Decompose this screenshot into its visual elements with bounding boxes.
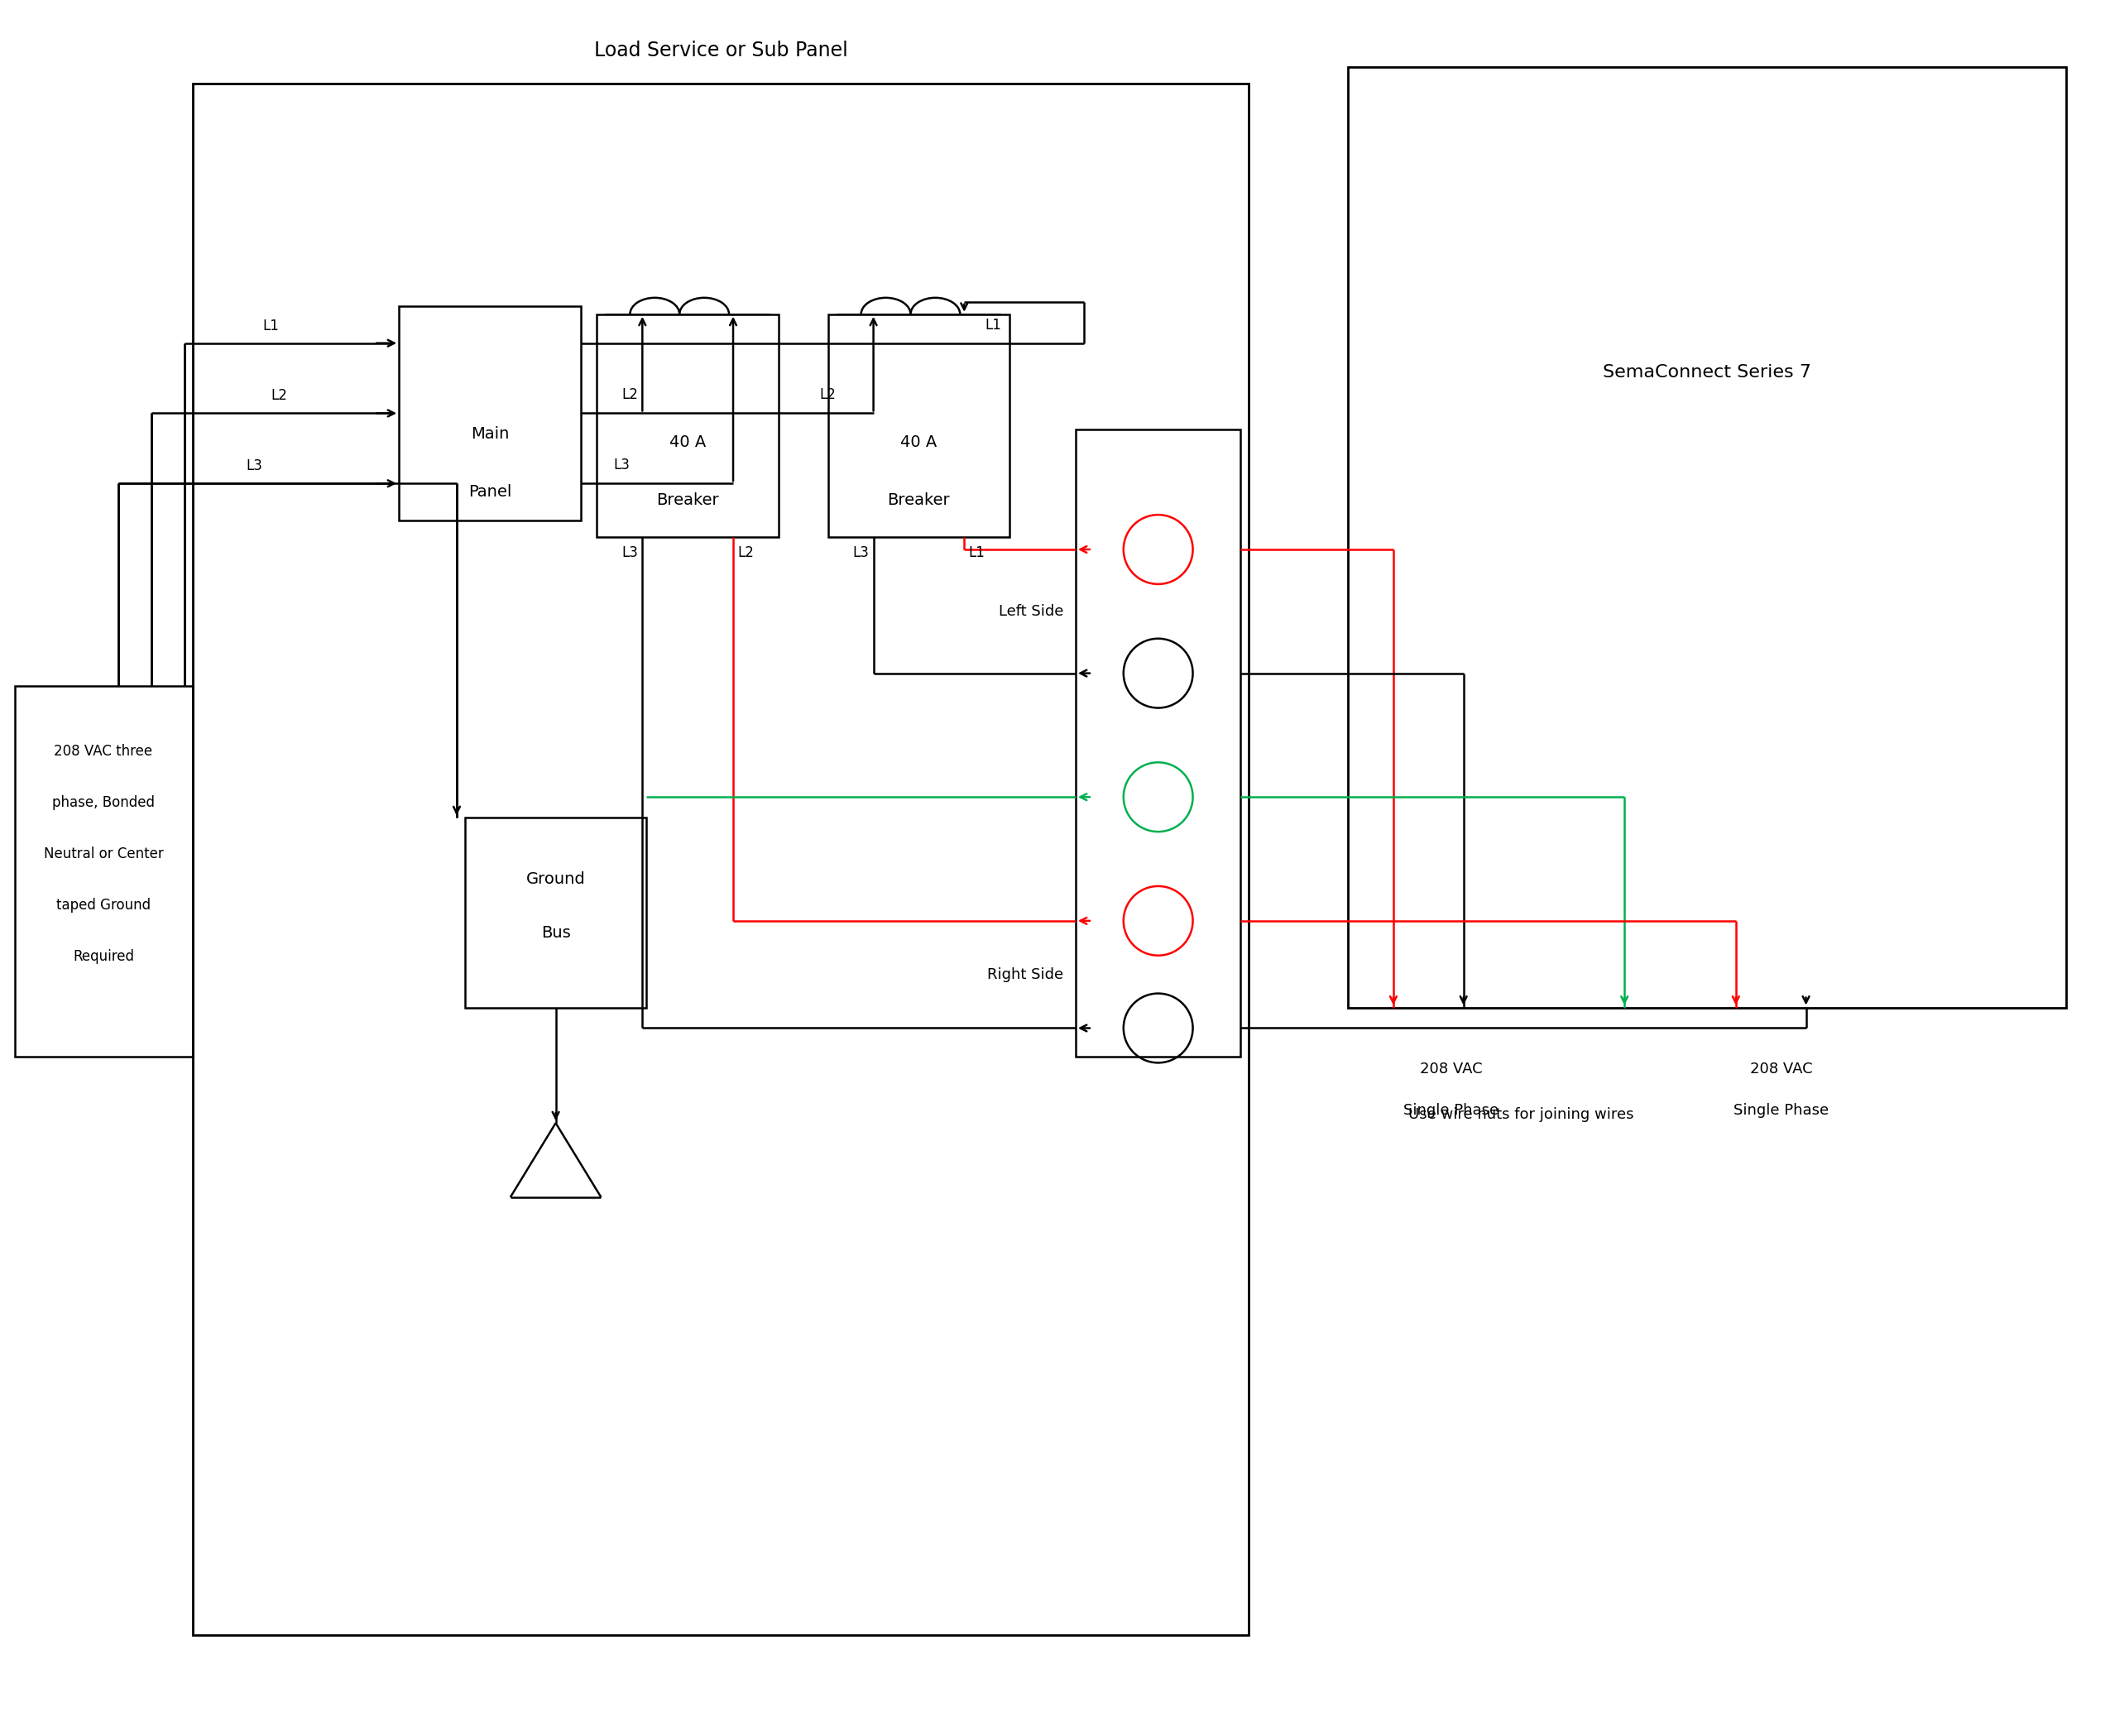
Text: taped Ground: taped Ground bbox=[57, 898, 150, 913]
Text: L2: L2 bbox=[270, 389, 287, 403]
Text: L1: L1 bbox=[264, 318, 279, 333]
Bar bbox=[1076, 431, 1241, 1057]
Text: L3: L3 bbox=[852, 545, 869, 561]
Bar bbox=[827, 314, 1009, 536]
Text: Breaker: Breaker bbox=[656, 491, 720, 509]
Text: Bus: Bus bbox=[540, 925, 570, 941]
Text: L2: L2 bbox=[736, 545, 753, 561]
Text: phase, Bonded: phase, Bonded bbox=[53, 795, 154, 811]
Text: 40 A: 40 A bbox=[901, 434, 937, 450]
Text: 208 VAC three: 208 VAC three bbox=[55, 745, 152, 759]
Text: Single Phase: Single Phase bbox=[1403, 1102, 1498, 1118]
Bar bbox=[464, 818, 646, 1007]
Text: L2: L2 bbox=[821, 387, 836, 403]
Text: Panel: Panel bbox=[468, 484, 511, 500]
Text: L3: L3 bbox=[247, 458, 264, 474]
Text: Breaker: Breaker bbox=[888, 491, 949, 509]
Text: Right Side: Right Side bbox=[987, 967, 1063, 983]
Text: L2: L2 bbox=[622, 387, 637, 403]
Text: Load Service or Sub Panel: Load Service or Sub Panel bbox=[593, 40, 848, 61]
Bar bbox=[399, 306, 580, 521]
Text: Ground: Ground bbox=[525, 871, 584, 887]
Bar bbox=[192, 83, 1249, 1635]
Text: Left Side: Left Side bbox=[998, 604, 1063, 618]
Text: Main: Main bbox=[471, 425, 509, 441]
Text: Use wire nuts for joining wires: Use wire nuts for joining wires bbox=[1409, 1108, 1633, 1121]
Text: L1: L1 bbox=[968, 545, 985, 561]
Text: L3: L3 bbox=[614, 458, 631, 472]
Bar bbox=[1348, 66, 2066, 1007]
Text: L1: L1 bbox=[985, 318, 1002, 332]
Text: Single Phase: Single Phase bbox=[1734, 1102, 1829, 1118]
Text: 208 VAC: 208 VAC bbox=[1749, 1062, 1812, 1076]
Text: 208 VAC: 208 VAC bbox=[1420, 1062, 1483, 1076]
Text: Neutral or Center: Neutral or Center bbox=[44, 847, 162, 861]
Bar bbox=[597, 314, 779, 536]
Bar bbox=[15, 686, 192, 1057]
Text: Required: Required bbox=[74, 950, 135, 963]
Text: 40 A: 40 A bbox=[669, 434, 707, 450]
Text: L3: L3 bbox=[622, 545, 637, 561]
Text: SemaConnect Series 7: SemaConnect Series 7 bbox=[1604, 365, 1810, 380]
